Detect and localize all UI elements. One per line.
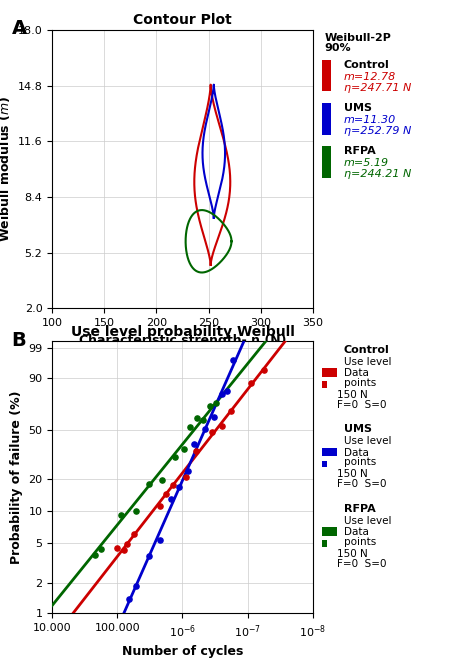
Point — [130, 528, 137, 539]
Point — [206, 401, 214, 412]
Text: m=5.19: m=5.19 — [344, 158, 389, 168]
Text: Control: Control — [344, 60, 390, 70]
Point — [91, 550, 98, 560]
Point — [132, 505, 139, 516]
Text: Data: Data — [344, 527, 368, 537]
Text: Weibull-2P: Weibull-2P — [325, 33, 392, 43]
Text: Use level: Use level — [344, 516, 391, 526]
Text: points: points — [344, 378, 376, 388]
Point — [121, 612, 129, 623]
Point — [210, 412, 218, 422]
Point — [113, 543, 121, 554]
Text: B: B — [12, 331, 27, 349]
Point — [200, 415, 207, 426]
Point — [156, 534, 164, 545]
Y-axis label: Probability of failure (%): Probability of failure (%) — [9, 391, 23, 564]
Point — [175, 482, 183, 493]
Point — [167, 493, 174, 504]
Point — [184, 465, 191, 476]
Point — [171, 452, 178, 463]
Point — [247, 377, 255, 388]
Point — [212, 398, 220, 408]
Point — [156, 501, 164, 511]
Point — [117, 511, 124, 521]
X-axis label: Characteristic strength- η (N): Characteristic strength- η (N) — [79, 333, 286, 347]
Point — [169, 480, 176, 491]
Point — [223, 386, 231, 396]
Text: Use level: Use level — [344, 357, 391, 367]
Text: m=12.78: m=12.78 — [344, 72, 396, 82]
Text: m=11.30: m=11.30 — [344, 115, 396, 125]
Point — [218, 389, 225, 399]
Point — [125, 593, 133, 604]
Text: points: points — [344, 457, 376, 467]
Point — [145, 550, 153, 561]
Text: A: A — [12, 19, 27, 38]
Y-axis label: Weibull modulus ($m$): Weibull modulus ($m$) — [0, 96, 12, 242]
Point — [208, 427, 216, 438]
Text: RFPA: RFPA — [344, 146, 375, 156]
Point — [228, 406, 235, 416]
Text: 90%: 90% — [325, 43, 351, 53]
Point — [187, 422, 194, 432]
Text: η=244.21 N: η=244.21 N — [344, 169, 411, 179]
Text: η=247.71 N: η=247.71 N — [344, 83, 411, 93]
Text: 150 N: 150 N — [337, 549, 367, 559]
Point — [193, 412, 201, 423]
Text: η=252.79 N: η=252.79 N — [344, 126, 411, 136]
Text: UMS: UMS — [344, 424, 372, 434]
Point — [117, 617, 124, 627]
Text: F=0  S=0: F=0 S=0 — [337, 400, 386, 410]
Text: points: points — [344, 537, 376, 547]
Point — [120, 545, 128, 556]
Text: Data: Data — [344, 448, 368, 457]
Point — [191, 438, 198, 449]
Point — [218, 420, 225, 431]
Point — [191, 446, 200, 456]
Point — [182, 472, 190, 483]
Point — [201, 424, 209, 434]
Text: Control: Control — [344, 345, 390, 355]
Text: 150 N: 150 N — [337, 390, 367, 400]
Point — [163, 489, 170, 499]
Point — [158, 475, 165, 486]
Point — [123, 538, 131, 549]
Point — [132, 581, 139, 591]
Text: F=0  S=0: F=0 S=0 — [337, 479, 386, 489]
Text: RFPA: RFPA — [344, 504, 375, 514]
Point — [229, 355, 237, 365]
Text: UMS: UMS — [344, 103, 372, 113]
Title: Use level probability Weibull: Use level probability Weibull — [71, 325, 294, 339]
Title: Contour Plot: Contour Plot — [133, 13, 232, 27]
Text: Data: Data — [344, 368, 368, 378]
Text: 150 N: 150 N — [337, 469, 367, 479]
Point — [97, 544, 105, 554]
Point — [145, 478, 153, 489]
Text: F=0  S=0: F=0 S=0 — [337, 559, 386, 569]
Point — [260, 365, 268, 375]
Text: Use level: Use level — [344, 436, 391, 446]
Point — [180, 444, 188, 454]
X-axis label: Number of cycles: Number of cycles — [122, 645, 243, 658]
